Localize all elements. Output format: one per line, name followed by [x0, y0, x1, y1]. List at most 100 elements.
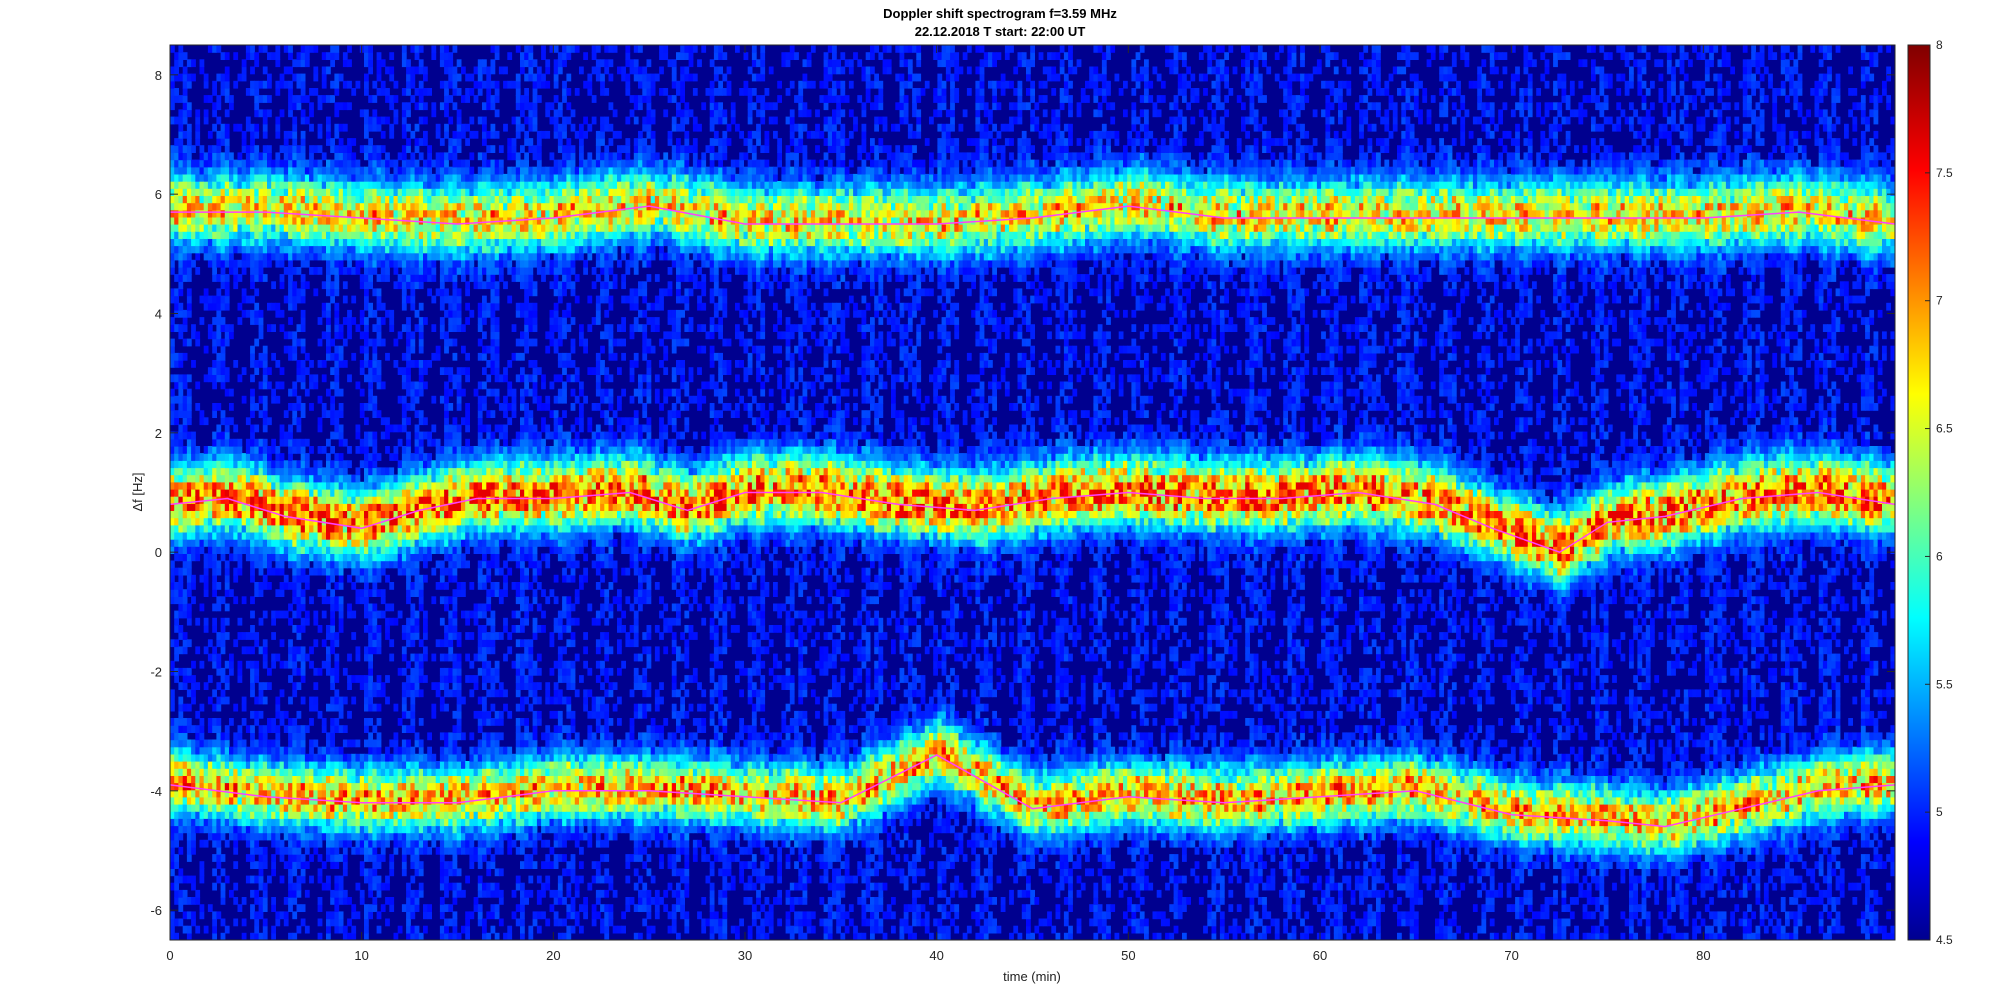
spectrogram-cell: [246, 417, 251, 425]
spectrogram-cell: [200, 503, 205, 511]
spectrogram-cell: [216, 503, 221, 511]
spectrogram-cell: [229, 181, 234, 189]
spectrogram-cell: [183, 88, 188, 96]
spectrogram-cell: [212, 718, 217, 726]
spectrogram-cell: [326, 575, 331, 583]
spectrogram-cell: [200, 904, 205, 912]
spectrogram-cell: [297, 818, 302, 826]
spectrogram-cell: [191, 174, 196, 182]
spectrogram-cell: [271, 783, 276, 791]
spectrogram-cell: [263, 425, 268, 433]
spectrogram-cell: [170, 317, 175, 325]
spectrogram-cell: [170, 697, 175, 705]
spectrogram-cell: [259, 496, 264, 504]
spectrogram-cell: [301, 152, 306, 160]
spectrogram-cell: [309, 195, 314, 203]
spectrogram-cell: [212, 568, 217, 576]
spectrogram-cell: [301, 861, 306, 869]
spectrogram-cell: [170, 267, 175, 275]
spectrogram-cell: [318, 339, 323, 347]
spectrogram-cell: [238, 768, 243, 776]
spectrogram-cell: [204, 374, 209, 382]
spectrogram-cell: [204, 589, 209, 597]
spectrogram-cell: [200, 790, 205, 798]
spectrogram-cell: [271, 546, 276, 554]
spectrogram-cell: [229, 160, 234, 168]
spectrogram-cell: [322, 181, 327, 189]
spectrogram-cell: [254, 861, 259, 869]
spectrogram-cell: [183, 825, 188, 833]
spectrogram-cell: [292, 747, 297, 755]
spectrogram-cell: [301, 797, 306, 805]
spectrogram-cell: [271, 725, 276, 733]
spectrogram-cell: [246, 238, 251, 246]
spectrogram-cell: [200, 246, 205, 254]
spectrogram-cell: [238, 489, 243, 497]
spectrogram-cell: [238, 195, 243, 203]
spectrogram-cell: [250, 811, 255, 819]
spectrogram-cell: [254, 288, 259, 296]
spectrogram-cell: [250, 496, 255, 504]
spectrogram-cell: [238, 904, 243, 912]
spectrogram-cell: [339, 825, 344, 833]
spectrogram-cell: [267, 81, 272, 89]
spectrogram-cell: [284, 811, 289, 819]
spectrogram-cell: [200, 152, 205, 160]
spectrogram-cell: [225, 224, 230, 232]
spectrogram-cell: [259, 81, 264, 89]
spectrogram-cell: [313, 238, 318, 246]
spectrogram-cell: [305, 188, 310, 196]
spectrogram-cell: [208, 482, 213, 490]
spectrogram-cell: [250, 353, 255, 361]
spectrogram-cell: [267, 160, 272, 168]
spectrogram-cell: [178, 825, 183, 833]
spectrogram-cell: [297, 611, 302, 619]
spectrogram-cell: [284, 582, 289, 590]
spectrogram-cell: [284, 775, 289, 783]
spectrogram-cell: [301, 646, 306, 654]
spectrogram-cell: [309, 761, 314, 769]
spectrogram-cell: [221, 224, 226, 232]
spectrogram-cell: [229, 761, 234, 769]
spectrogram-cell: [297, 747, 302, 755]
spectrogram-cell: [326, 503, 331, 511]
spectrogram-cell: [191, 231, 196, 239]
spectrogram-cell: [221, 317, 226, 325]
spectrogram-cell: [275, 59, 280, 67]
spectrogram-cell: [334, 639, 339, 647]
spectrogram-cell: [271, 818, 276, 826]
spectrogram-cell: [322, 403, 327, 411]
spectrogram-cell: [309, 833, 314, 841]
spectrogram-cell: [225, 618, 230, 626]
spectrogram-cell: [339, 489, 344, 497]
spectrogram-cell: [187, 167, 192, 175]
spectrogram-cell: [195, 711, 200, 719]
spectrogram-cell: [288, 281, 293, 289]
spectrogram-cell: [178, 160, 183, 168]
spectrogram-cell: [267, 109, 272, 117]
spectrogram-cell: [280, 811, 285, 819]
spectrogram-cell: [233, 811, 238, 819]
spectrogram-cell: [292, 503, 297, 511]
spectrogram-cell: [242, 532, 247, 540]
spectrogram-cell: [212, 303, 217, 311]
spectrogram-cell: [263, 611, 268, 619]
spectrogram-cell: [183, 152, 188, 160]
spectrogram-cell: [221, 152, 226, 160]
spectrogram-cell: [170, 374, 175, 382]
spectrogram-cell: [174, 203, 179, 211]
spectrogram-cell: [322, 231, 327, 239]
spectrogram-cell: [318, 503, 323, 511]
spectrogram-cell: [191, 847, 196, 855]
spectrogram-cell: [301, 675, 306, 683]
spectrogram-cell: [178, 790, 183, 798]
spectrogram-cell: [250, 67, 255, 75]
spectrogram-cell: [326, 768, 331, 776]
spectrogram-cell: [267, 568, 272, 576]
spectrogram-cell: [254, 818, 259, 826]
spectrogram-cell: [275, 310, 280, 318]
spectrogram-cell: [242, 704, 247, 712]
spectrogram-cell: [297, 775, 302, 783]
spectrogram-cell: [225, 124, 230, 132]
spectrogram-cell: [322, 561, 327, 569]
